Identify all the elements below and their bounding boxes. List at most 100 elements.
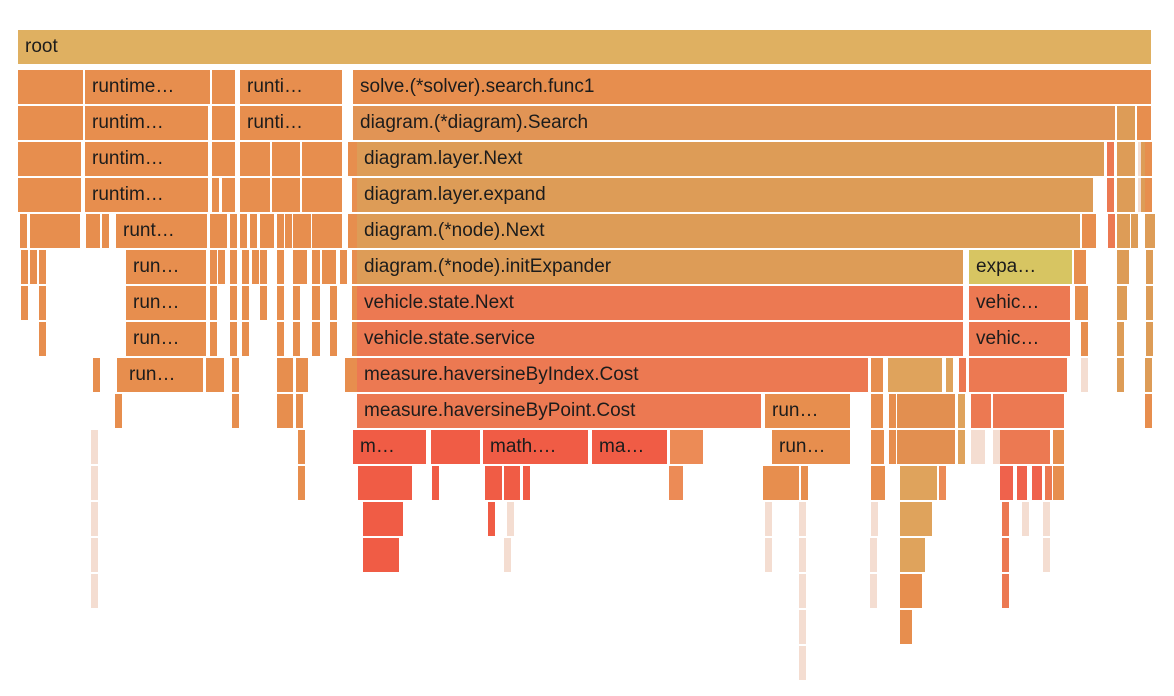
flame-frame[interactable] xyxy=(39,250,46,284)
flame-frame[interactable] xyxy=(115,394,122,428)
flame-frame[interactable] xyxy=(897,394,955,428)
flame-frame[interactable] xyxy=(1148,214,1155,248)
flame-frame[interactable] xyxy=(1141,142,1148,176)
flame-frame[interactable] xyxy=(1000,466,1013,500)
flame-frame[interactable] xyxy=(1043,502,1050,536)
flame-frame[interactable] xyxy=(946,358,953,392)
flame-frame-ma[interactable]: ma… xyxy=(592,430,667,464)
flame-frame[interactable] xyxy=(230,250,237,284)
flame-frame[interactable] xyxy=(900,538,925,572)
flame-frame[interactable] xyxy=(799,646,806,680)
flame-frame[interactable] xyxy=(212,178,219,212)
flame-frame[interactable] xyxy=(267,214,274,248)
flame-frame[interactable] xyxy=(900,502,932,536)
flame-frame[interactable] xyxy=(1145,394,1152,428)
flame-frame[interactable] xyxy=(92,214,100,248)
flame-frame[interactable] xyxy=(980,358,1067,392)
flame-frame[interactable] xyxy=(504,466,520,500)
flame-frame[interactable] xyxy=(352,322,359,356)
flame-frame[interactable] xyxy=(939,466,946,500)
flame-frame[interactable] xyxy=(18,70,83,104)
flame-frame[interactable] xyxy=(18,106,83,140)
flame-frame[interactable] xyxy=(1117,106,1135,140)
flame-frame[interactable] xyxy=(277,250,284,284)
flame-frame[interactable] xyxy=(322,250,336,284)
flame-frame[interactable] xyxy=(900,466,937,500)
flame-frame[interactable] xyxy=(363,538,399,572)
flame-frame[interactable] xyxy=(352,142,359,176)
flame-frame[interactable] xyxy=(260,286,267,320)
flame-frame[interactable] xyxy=(978,394,985,428)
flame-frame[interactable] xyxy=(312,322,320,356)
flame-frame[interactable] xyxy=(277,214,284,248)
flame-frame[interactable] xyxy=(1053,430,1064,464)
flame-frame[interactable] xyxy=(260,214,267,248)
flame-frame[interactable] xyxy=(1117,286,1127,320)
flame-frame[interactable] xyxy=(301,358,308,392)
flame-frame[interactable] xyxy=(363,502,403,536)
flame-frame[interactable] xyxy=(302,178,309,212)
flame-frame-run[interactable]: run… xyxy=(126,286,206,320)
flame-frame-vehic[interactable]: vehic… xyxy=(969,286,1070,320)
flame-frame[interactable] xyxy=(363,466,412,500)
flame-frame[interactable] xyxy=(1117,178,1135,212)
flame-frame[interactable] xyxy=(1082,214,1089,248)
flame-frame[interactable] xyxy=(767,466,774,500)
flame-frame[interactable] xyxy=(1053,466,1064,500)
flame-frame[interactable] xyxy=(277,286,284,320)
flame-frame[interactable] xyxy=(1146,250,1153,284)
flame-frame-vehicle-state-next[interactable]: vehicle.state.Next xyxy=(357,286,963,320)
flame-frame[interactable] xyxy=(212,358,224,392)
flame-frame[interactable] xyxy=(1145,142,1152,176)
flame-frame[interactable] xyxy=(507,502,514,536)
flame-frame[interactable] xyxy=(21,250,28,284)
flame-frame[interactable] xyxy=(218,250,225,284)
flame-frame[interactable] xyxy=(1075,286,1082,320)
flame-frame-m[interactable]: m… xyxy=(353,430,426,464)
flame-frame[interactable] xyxy=(352,286,359,320)
flame-frame[interactable] xyxy=(293,286,300,320)
flame-frame[interactable] xyxy=(312,214,342,248)
flame-frame[interactable] xyxy=(876,358,883,392)
flame-frame[interactable] xyxy=(1045,466,1052,500)
flame-frame[interactable] xyxy=(1117,358,1124,392)
flame-frame[interactable] xyxy=(117,358,124,392)
flame-frame[interactable] xyxy=(488,502,495,536)
flame-frame[interactable] xyxy=(348,214,355,248)
flame-frame[interactable] xyxy=(300,214,307,248)
flame-frame[interactable] xyxy=(312,250,320,284)
flame-frame-diagram-layer-next[interactable]: diagram.layer.Next xyxy=(357,142,1104,176)
flame-frame[interactable] xyxy=(312,142,342,176)
flame-frame[interactable] xyxy=(971,394,978,428)
flame-frame[interactable] xyxy=(1145,178,1152,212)
flame-frame-diagram-layer-expand[interactable]: diagram.layer.expand xyxy=(357,178,1093,212)
flame-frame[interactable] xyxy=(1000,394,1064,428)
flame-frame[interactable] xyxy=(993,394,1000,428)
flame-frame[interactable] xyxy=(1032,466,1042,500)
flame-frame-runtim[interactable]: runtim… xyxy=(85,178,208,212)
flame-frame[interactable] xyxy=(293,250,300,284)
flame-frame[interactable] xyxy=(1079,250,1086,284)
flame-frame[interactable] xyxy=(277,322,284,356)
flame-frame[interactable] xyxy=(93,358,100,392)
flame-frame[interactable] xyxy=(240,214,247,248)
flame-frame[interactable] xyxy=(91,574,98,608)
flame-frame[interactable] xyxy=(285,214,292,248)
flame-frame[interactable] xyxy=(871,466,878,500)
flame-frame[interactable] xyxy=(358,466,365,500)
flame-frame[interactable] xyxy=(971,430,978,464)
flame-frame[interactable] xyxy=(86,214,93,248)
flame-frame[interactable] xyxy=(1146,322,1153,356)
flame-frame[interactable] xyxy=(242,250,249,284)
flame-frame[interactable] xyxy=(969,358,976,392)
flame-frame[interactable] xyxy=(20,214,27,248)
flame-frame[interactable] xyxy=(30,214,80,248)
flame-frame-diagram-diagram-search[interactable]: diagram.(*diagram).Search xyxy=(353,106,1115,140)
flame-frame[interactable] xyxy=(485,466,502,500)
flame-frame[interactable] xyxy=(799,538,806,572)
flame-frame[interactable] xyxy=(250,214,257,248)
flame-frame[interactable] xyxy=(352,250,359,284)
flame-frame[interactable] xyxy=(212,70,235,104)
flame-frame[interactable] xyxy=(210,286,217,320)
flame-frame[interactable] xyxy=(1146,286,1153,320)
